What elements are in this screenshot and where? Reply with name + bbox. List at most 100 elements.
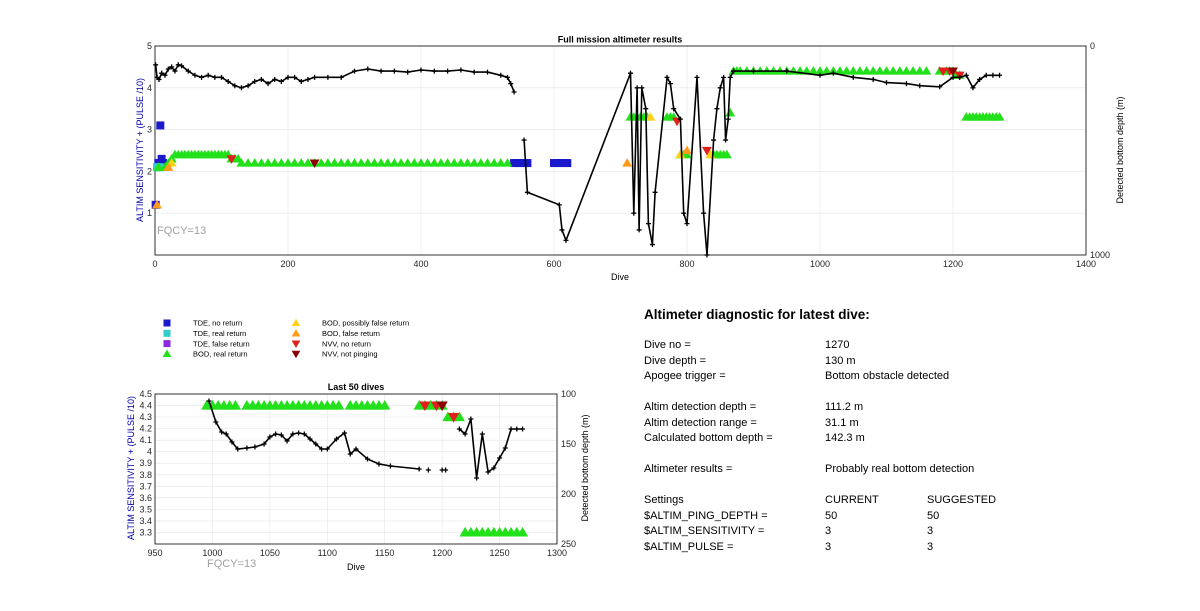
data-point bbox=[382, 158, 393, 167]
bottom-chart-ylabel-left: ALTIM SENSITIVITY + (PULSE /10) bbox=[126, 396, 136, 540]
data-point bbox=[322, 158, 333, 167]
diag-label: Calculated bottom depth = bbox=[644, 432, 773, 444]
data-point bbox=[901, 66, 912, 75]
setting-suggested: 50 bbox=[927, 509, 940, 522]
depth-point bbox=[652, 189, 658, 195]
diag-value: 1270 bbox=[825, 339, 850, 351]
depth-point bbox=[639, 85, 645, 91]
data-point bbox=[854, 66, 865, 75]
depth-point bbox=[511, 89, 517, 95]
diag-value: Probably real bottom detection bbox=[825, 463, 975, 475]
depth-point bbox=[751, 68, 756, 74]
depth-point bbox=[244, 445, 250, 451]
depth-point bbox=[445, 68, 451, 74]
depth-point bbox=[298, 79, 304, 85]
depth-point bbox=[285, 74, 291, 80]
series-bod-real-return bbox=[201, 399, 529, 537]
depth-point bbox=[817, 72, 823, 78]
depth-point bbox=[458, 67, 464, 73]
data-point bbox=[848, 66, 859, 75]
diag-row-apogee: Apogee trigger = Bottom obstacle detected bbox=[644, 369, 996, 385]
depth-point bbox=[645, 221, 651, 227]
depth-point bbox=[721, 74, 727, 80]
data-point bbox=[349, 158, 360, 167]
depth-point bbox=[342, 430, 348, 436]
bottom-chart-xlabel: Dive bbox=[347, 562, 365, 572]
data-point bbox=[489, 158, 500, 167]
legend-marker bbox=[291, 340, 301, 348]
data-point bbox=[701, 146, 712, 156]
data-point bbox=[163, 162, 174, 171]
data-point bbox=[296, 158, 307, 167]
x-tick-label: 1000 bbox=[810, 259, 830, 269]
depth-point bbox=[997, 72, 1003, 78]
data-point bbox=[495, 158, 506, 167]
top-chart-ylabel-left: ALTIM SENSITIVITY + (PULSE /10) bbox=[135, 78, 145, 222]
depth-point bbox=[563, 237, 569, 243]
top-chart-title: Full mission altimeter results bbox=[558, 35, 683, 45]
depth-point bbox=[261, 441, 267, 447]
diag-label: Altim detection range = bbox=[644, 416, 757, 429]
depth-point bbox=[850, 74, 856, 80]
data-point bbox=[362, 158, 373, 167]
depth-point bbox=[830, 70, 836, 76]
depth-point bbox=[223, 431, 229, 437]
data-point bbox=[523, 159, 532, 168]
depth-point bbox=[213, 419, 219, 425]
data-point bbox=[868, 66, 879, 75]
data-point bbox=[948, 67, 958, 77]
y-right-tick-label: 200 bbox=[561, 489, 576, 499]
depth-point bbox=[169, 64, 175, 70]
diag-row-altim-range: Altim detection range = 31.1 m bbox=[644, 416, 996, 432]
top-chart-marks bbox=[151, 62, 1005, 258]
depth-point bbox=[391, 68, 397, 74]
diag-row-setting: $ALTIM_SENSITIVITY = 3 3 bbox=[644, 524, 996, 540]
top-chart-fqcy: FQCY=13 bbox=[157, 225, 206, 237]
series-nvv-no-return bbox=[226, 67, 965, 164]
setting-current: 3 bbox=[825, 525, 832, 537]
series-bod-false-return bbox=[152, 145, 692, 209]
x-tick-label: 1150 bbox=[375, 548, 394, 558]
bottom-chart: Last 50 dives 950 1000 1050 1100 1150 1200 125… bbox=[126, 382, 590, 572]
y-tick-label: 4.3 bbox=[139, 412, 152, 422]
depth-point bbox=[199, 74, 205, 80]
depth-point bbox=[431, 68, 437, 74]
data-point bbox=[516, 526, 529, 537]
data-point bbox=[622, 158, 633, 167]
top-chart-axes bbox=[154, 45, 1087, 256]
depth-point bbox=[305, 76, 311, 82]
depth-point bbox=[727, 74, 733, 80]
data-point bbox=[249, 158, 260, 167]
depth-point bbox=[212, 74, 218, 80]
data-point bbox=[389, 158, 400, 167]
depth-point bbox=[267, 434, 273, 440]
depth-point bbox=[684, 221, 690, 227]
data-point bbox=[243, 158, 254, 167]
depth-point bbox=[425, 467, 431, 473]
x-tick-label: 950 bbox=[147, 548, 162, 558]
depth-point bbox=[206, 398, 212, 404]
depth-point bbox=[636, 227, 642, 233]
depth-point bbox=[338, 74, 344, 80]
bottom-chart-fqcy: FQCY=13 bbox=[207, 558, 256, 570]
data-point bbox=[336, 158, 347, 167]
series-detected-bottom-depth bbox=[206, 398, 422, 472]
series-nvv-not-pinging bbox=[436, 401, 448, 412]
depth-point bbox=[219, 429, 225, 435]
legend-label: BOD, false return bbox=[322, 329, 380, 338]
depth-point bbox=[387, 463, 393, 469]
depth-point bbox=[491, 465, 497, 471]
diag-value: 142.3 m bbox=[825, 432, 865, 444]
legend-label: TDE, no return bbox=[193, 319, 242, 328]
depth-point bbox=[627, 70, 633, 76]
data-point bbox=[153, 162, 164, 171]
setting-suggested: 3 bbox=[927, 540, 934, 553]
diag-label: Altim detection depth = bbox=[644, 401, 757, 413]
data-point bbox=[356, 158, 367, 167]
depth-line bbox=[208, 400, 420, 470]
diag-row-setting: $ALTIM_PULSE = 3 3 bbox=[644, 540, 996, 556]
depth-point bbox=[162, 72, 168, 78]
x-tick-label: 0 bbox=[152, 259, 157, 269]
x-tick-label: 1000 bbox=[202, 548, 222, 558]
depth-point bbox=[963, 72, 969, 78]
